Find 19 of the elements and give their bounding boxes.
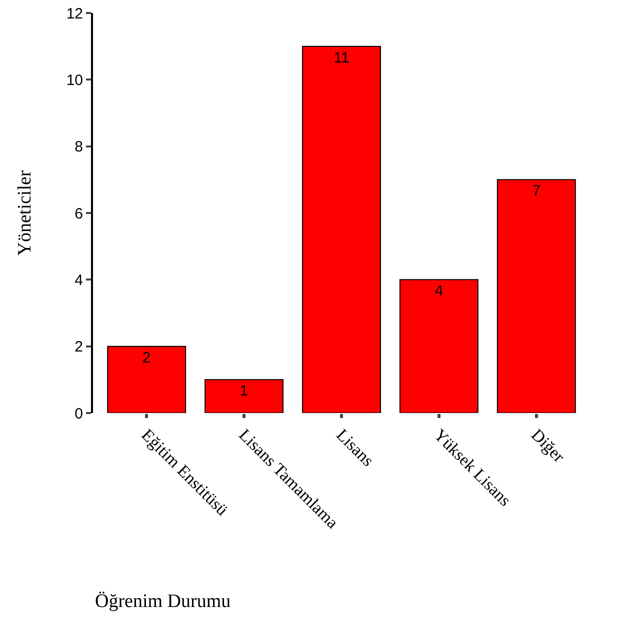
y-axis-title: Yöneticiler [14,170,36,256]
x-axis-title: Öğrenim Durumu [95,591,232,612]
data-label: 2 [142,349,151,366]
y-tick-label: 6 [74,205,83,222]
bar [399,279,478,413]
bar [204,379,284,413]
y-tick-label: 2 [74,338,83,356]
y-tick-label: 0 [74,405,83,422]
data-label: 7 [532,182,541,200]
y-tick-label: 12 [66,5,83,22]
y-tick-label: 10 [66,72,83,89]
y-tick-label: 4 [74,272,83,289]
data-label: 11 [334,49,350,66]
data-label: 1 [240,382,248,400]
y-tick-label: 8 [74,138,83,156]
bar [496,179,576,413]
data-label: 4 [434,282,444,300]
bar [302,46,381,413]
bar [107,346,186,413]
